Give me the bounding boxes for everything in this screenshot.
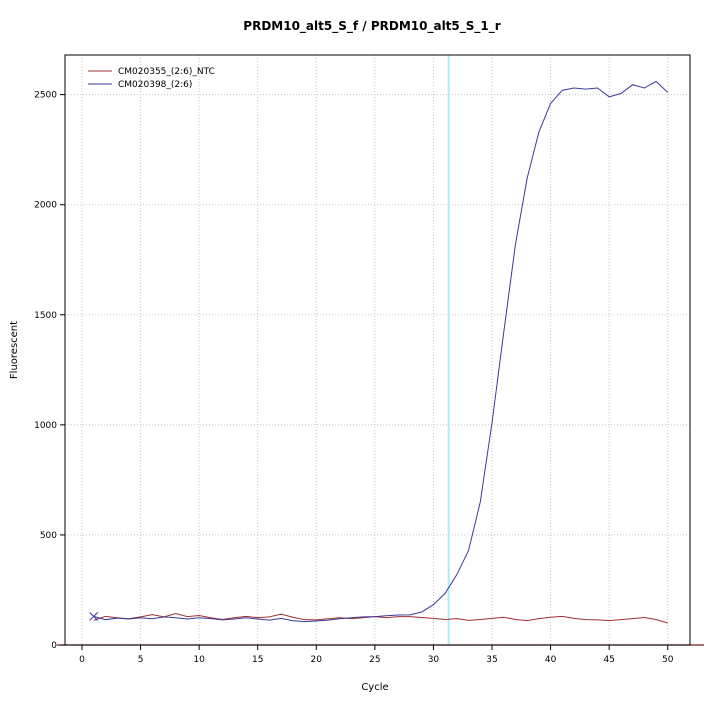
gridlines [65, 55, 690, 645]
y-axis-label: Fluorescent [9, 321, 20, 379]
y-tick-label: 0 [51, 641, 57, 651]
x-tick-label: 15 [252, 655, 263, 665]
y-tick-label: 2500 [34, 91, 57, 101]
x-tick-label: 5 [138, 655, 144, 665]
x-tick-label: 35 [486, 655, 497, 665]
series-line-1 [93, 80, 669, 623]
x-tick-label: 50 [662, 655, 674, 665]
x-tick-label: 10 [193, 655, 205, 665]
x-axis-label: Cycle [361, 682, 388, 693]
series-curves [89, 80, 669, 624]
x-tick-label: 45 [603, 655, 614, 665]
legend-label-ntc: CM020355_(2:6)_NTC [118, 67, 215, 77]
threshold-lines [57, 55, 704, 646]
x-tick-label: 25 [369, 655, 380, 665]
chart-title: PRDM10_alt5_S_f / PRDM10_alt5_S_1_r [243, 19, 500, 34]
x-tick-label: 30 [428, 655, 440, 665]
y-tick-label: 2000 [34, 201, 57, 211]
legend: CM020355_(2:6)_NTC CM020398_(2:6) [88, 67, 215, 90]
x-tick-label: 20 [311, 655, 323, 665]
legend-label-sample: CM020398_(2:6) [118, 80, 192, 90]
y-tick-label: 500 [40, 531, 57, 541]
y-tick-label: 1500 [34, 311, 57, 321]
y-tick-label: 1000 [34, 421, 57, 431]
series-line-0 [93, 613, 668, 624]
x-tick-label: 40 [545, 655, 557, 665]
x-tick-label: 0 [79, 655, 85, 665]
